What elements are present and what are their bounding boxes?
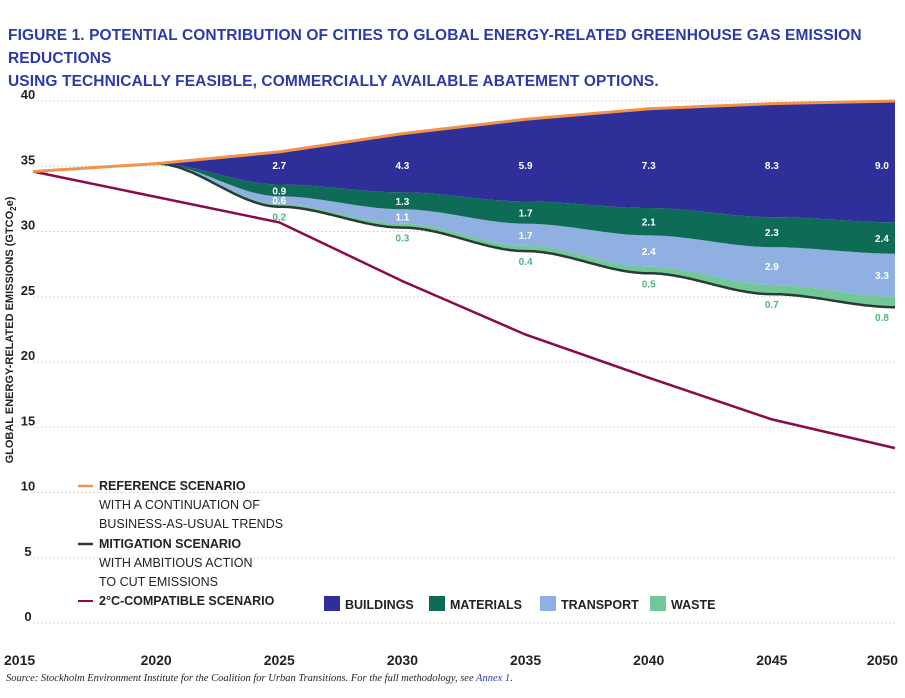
x-tick-label: 2030 [387, 652, 418, 668]
buildings-area [156, 101, 896, 223]
y-tick-label: 15 [21, 413, 35, 428]
x-tick-label: 2025 [264, 652, 295, 668]
materials-value-label: 1.7 [519, 209, 533, 220]
waste-value-label: 0.2 [272, 213, 286, 224]
y-tick-label: 35 [21, 152, 35, 167]
buildings-value-label: 7.3 [642, 161, 656, 172]
y-tick-label: 0 [24, 609, 31, 624]
materials-area [156, 163, 896, 254]
y-axis-label-sub: 2 [9, 206, 18, 211]
waste-value-label: 0.8 [875, 313, 889, 324]
transport-legend-label: TRANSPORT [561, 598, 639, 612]
chart-title-line-2: USING TECHNICALLY FEASIBLE, COMMERCIALLY… [8, 73, 659, 90]
value-labels: 0.2 0.3 0.4 0.5 0.7 0.8 0.6 1.1 1.7 2.4 2.9 3.3 0.9 1… [272, 161, 889, 324]
waste-legend-label: WASTE [671, 598, 715, 612]
materials-legend-swatch [429, 596, 445, 611]
reference-legend-desc-2: BUSINESS-AS-USUAL TRENDS [99, 517, 283, 531]
materials-value-label: 1.3 [395, 197, 409, 208]
waste-area [156, 163, 896, 308]
transport-value-label: 0.6 [272, 196, 286, 207]
source-end: . [510, 673, 513, 684]
y-axis-label-main: GLOBAL ENERGY-RELATED EMISSIONS (GTCO [4, 210, 16, 463]
x-tick-label: 2035 [510, 652, 541, 668]
abatement-areas [156, 101, 896, 308]
two-degree-line [32, 170, 896, 450]
y-tick-label: 40 [21, 87, 35, 102]
buildings-value-label: 4.3 [395, 161, 409, 172]
buildings-value-label: 8.3 [765, 161, 779, 172]
two_degree-legend-title: 2°C-COMPATIBLE SCENARIO [99, 594, 275, 608]
y-tick-label: 25 [21, 283, 35, 298]
chart-title-line-1: FIGURE 1. POTENTIAL CONTRIBUTION OF CITI… [8, 27, 862, 67]
buildings-value-label: 9.0 [875, 161, 889, 172]
source-note: Source: Stockholm Environment Institute … [6, 673, 513, 684]
waste-value-label: 0.5 [642, 279, 656, 290]
x-tick-label: 2040 [633, 652, 664, 668]
x-axis: 2015 2020 2025 2030 2035 2040 2045 2050 [4, 652, 898, 668]
buildings-legend-label: BUILDINGS [345, 598, 414, 612]
chart-title: FIGURE 1. POTENTIAL CONTRIBUTION OF CITI… [8, 24, 898, 93]
scenario-legend: REFERENCE SCENARIO WITH A CONTINUATION OF… [78, 479, 283, 608]
materials-legend-label: MATERIALS [450, 598, 522, 612]
y-axis-label-end: e) [4, 196, 16, 206]
x-tick-label: 2045 [756, 652, 787, 668]
y-tick-label: 20 [21, 348, 35, 363]
transport-value-label: 2.9 [765, 262, 779, 273]
materials-value-label: 2.4 [875, 234, 889, 245]
buildings-value-label: 5.9 [519, 161, 533, 172]
x-tick-label: 2050 [867, 652, 898, 668]
sector-legend: WASTE TRANSPORT MATERIALS BUILDINGS [324, 596, 715, 612]
mitigation-legend-desc-1: WITH AMBITIOUS ACTION [99, 556, 252, 570]
materials-value-label: 0.9 [272, 186, 286, 197]
transport-value-label: 1.7 [519, 231, 533, 242]
transport-legend-swatch [540, 596, 556, 611]
x-tick-label: 2020 [141, 652, 172, 668]
mitigation-legend-desc-2: TO CUT EMISSIONS [99, 575, 218, 589]
materials-value-label: 2.1 [642, 218, 656, 229]
transport-value-label: 1.1 [395, 212, 409, 223]
waste-value-label: 0.7 [765, 300, 779, 311]
mitigation-line [156, 162, 895, 309]
y-axis: GLOBAL ENERGY-RELATED EMISSIONS (GTCO2e)… [4, 87, 35, 624]
x-tick-label: 2015 [4, 652, 35, 668]
reference-line [32, 99, 896, 173]
transport-value-label: 2.4 [642, 247, 656, 258]
transport-value-label: 3.3 [875, 271, 889, 282]
reference-legend-title: REFERENCE SCENARIO [99, 479, 246, 493]
waste-legend-swatch [650, 596, 666, 611]
y-axis-label: GLOBAL ENERGY-RELATED EMISSIONS (GTCO2e) [4, 196, 18, 463]
waste-value-label: 0.3 [395, 234, 409, 245]
reference-legend-desc-1: WITH A CONTINUATION OF [99, 498, 260, 512]
y-tick-label: 5 [24, 544, 31, 559]
y-tick-label: 10 [21, 479, 35, 494]
scenario-lines [32, 99, 896, 450]
annex-link[interactable]: Annex 1 [476, 673, 511, 684]
materials-value-label: 2.3 [765, 228, 779, 239]
source-text: Source: Stockholm Environment Institute … [6, 673, 477, 684]
buildings-legend-swatch [324, 596, 340, 611]
buildings-value-label: 2.7 [272, 161, 286, 172]
mitigation-legend-title: MITIGATION SCENARIO [99, 537, 241, 551]
transport-area [156, 163, 896, 297]
y-tick-label: 30 [21, 218, 35, 233]
waste-value-label: 0.4 [519, 257, 533, 268]
